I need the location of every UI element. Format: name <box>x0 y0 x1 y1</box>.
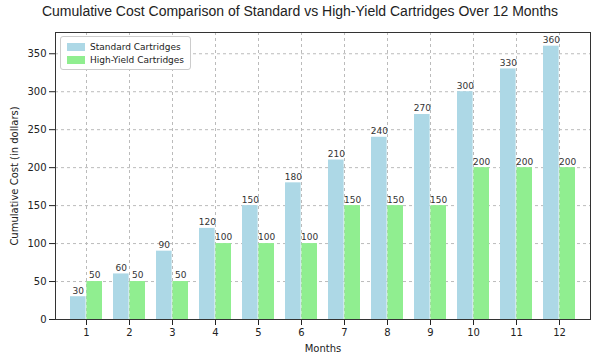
svg-text:Months: Months <box>305 343 342 354</box>
svg-text:360: 360 <box>543 35 560 45</box>
svg-text:270: 270 <box>414 103 431 113</box>
html-text:High-Yield Cartridges: High-Yield Cartridges <box>90 54 184 65</box>
svg-text:12: 12 <box>553 327 566 338</box>
svg-text:11: 11 <box>510 327 523 338</box>
svg-text:1: 1 <box>83 327 89 338</box>
svg-text:300: 300 <box>27 86 46 97</box>
svg-text:210: 210 <box>328 149 345 159</box>
svg-text:5: 5 <box>255 327 261 338</box>
svg-text:150: 150 <box>27 200 46 211</box>
svg-text:6: 6 <box>298 327 304 338</box>
svg-text:30: 30 <box>73 286 85 296</box>
svg-text:60: 60 <box>116 263 128 273</box>
svg-text:150: 150 <box>387 194 404 204</box>
svg-text:250: 250 <box>27 124 46 135</box>
svg-text:50: 50 <box>89 270 101 280</box>
svg-text:180: 180 <box>285 172 302 182</box>
svg-text:100: 100 <box>27 238 46 249</box>
svg-text:9: 9 <box>427 327 433 338</box>
html-text:Cumulative Cost Comparison of: Cumulative Cost Comparison of Standard v… <box>41 3 559 19</box>
svg-text:200: 200 <box>27 162 46 173</box>
svg-text:100: 100 <box>301 232 318 242</box>
svg-text:4: 4 <box>212 327 218 338</box>
svg-text:150: 150 <box>430 194 447 204</box>
svg-text:50: 50 <box>175 270 187 280</box>
svg-text:120: 120 <box>199 217 216 227</box>
svg-text:0: 0 <box>40 314 46 325</box>
svg-text:200: 200 <box>516 157 533 167</box>
svg-text:100: 100 <box>258 232 275 242</box>
svg-text:200: 200 <box>559 157 576 167</box>
svg-text:350: 350 <box>27 48 46 59</box>
svg-text:50: 50 <box>132 270 144 280</box>
svg-text:8: 8 <box>384 327 390 338</box>
svg-text:150: 150 <box>242 194 259 204</box>
svg-text:330: 330 <box>500 58 517 68</box>
svg-text:Cumulative Cost (in dollars): Cumulative Cost (in dollars) <box>9 106 20 245</box>
svg-text:300: 300 <box>457 81 474 91</box>
svg-text:2: 2 <box>126 327 132 338</box>
svg-text:3: 3 <box>169 327 175 338</box>
svg-text:150: 150 <box>344 194 361 204</box>
svg-text:100: 100 <box>215 232 232 242</box>
svg-text:7: 7 <box>341 327 347 338</box>
svg-text:200: 200 <box>473 157 490 167</box>
svg-text:10: 10 <box>467 327 480 338</box>
svg-text:90: 90 <box>159 240 171 250</box>
html-text:Standard Cartridges: Standard Cartridges <box>90 41 181 52</box>
svg-text:240: 240 <box>371 126 388 136</box>
svg-text:50: 50 <box>34 276 47 287</box>
